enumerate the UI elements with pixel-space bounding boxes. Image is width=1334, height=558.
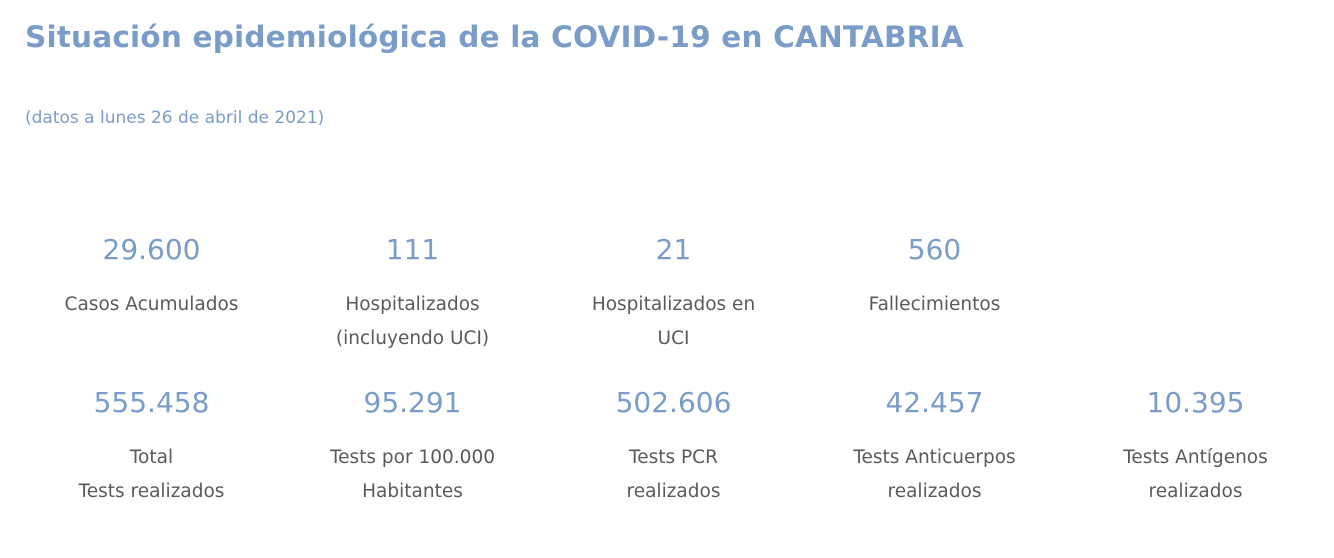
stat-label: Tests por 100.000 Habitantes bbox=[282, 441, 543, 509]
stat-value: 21 bbox=[655, 233, 692, 266]
stat-label-line: Casos Acumulados bbox=[64, 294, 239, 315]
stat-label-line: Tests realizados bbox=[78, 481, 225, 502]
stat-icu: 21 Hospitalizados en UCI bbox=[543, 230, 804, 356]
stat-label: Tests Antígenos realizados bbox=[1065, 441, 1326, 509]
stat-label-line: (incluyendo UCI) bbox=[335, 328, 490, 349]
stat-label: Hospitalizados (incluyendo UCI) bbox=[282, 288, 543, 356]
stat-label: Total Tests realizados bbox=[21, 441, 282, 509]
stat-label-line: realizados bbox=[626, 481, 721, 502]
stat-label-line: Hospitalizados en bbox=[591, 294, 756, 315]
stat-value: 502.606 bbox=[615, 386, 732, 419]
stat-accumulated-cases: 29.600 Casos Acumulados bbox=[21, 230, 282, 356]
stat-pcr-tests: 502.606 Tests PCR realizados bbox=[543, 383, 804, 509]
stat-value: 10.395 bbox=[1146, 386, 1245, 419]
stat-label-line: realizados bbox=[1148, 481, 1243, 502]
stat-label-line: Tests Antígenos bbox=[1123, 447, 1268, 468]
stat-label: Tests Anticuerpos realizados bbox=[804, 441, 1065, 509]
stat-value: 42.457 bbox=[885, 386, 984, 419]
page-title: Situación epidemiológica de la COVID-19 … bbox=[25, 20, 964, 54]
stat-antibody-tests: 42.457 Tests Anticuerpos realizados bbox=[804, 383, 1065, 509]
stat-value: 29.600 bbox=[102, 233, 201, 266]
stats-row-cases: 29.600 Casos Acumulados 111 Hospitalizad… bbox=[21, 230, 1065, 356]
stat-label-line: Tests Anticuerpos bbox=[853, 447, 1016, 468]
stats-row-tests: 555.458 Total Tests realizados 95.291 Tes… bbox=[21, 383, 1326, 509]
stat-value: 560 bbox=[907, 233, 962, 266]
stat-label-line: Tests por 100.000 bbox=[329, 447, 495, 468]
stat-hospitalized: 111 Hospitalizados (incluyendo UCI) bbox=[282, 230, 543, 356]
stat-label: Tests PCR realizados bbox=[543, 441, 804, 509]
stat-value: 95.291 bbox=[363, 386, 462, 419]
stat-total-tests: 555.458 Total Tests realizados bbox=[21, 383, 282, 509]
stat-label-line: Tests PCR bbox=[629, 447, 718, 468]
stat-value: 111 bbox=[385, 233, 440, 266]
stat-antigen-tests: 10.395 Tests Antígenos realizados bbox=[1065, 383, 1326, 509]
stat-label-line: Habitantes bbox=[362, 481, 463, 502]
stat-label: Fallecimientos bbox=[804, 288, 1065, 322]
stat-label-line: UCI bbox=[657, 328, 690, 349]
data-date-subtitle: (datos a lunes 26 de abril de 2021) bbox=[25, 108, 325, 128]
stat-deaths: 560 Fallecimientos bbox=[804, 230, 1065, 356]
stat-label-line: Fallecimientos bbox=[868, 294, 1001, 315]
stat-label: Hospitalizados en UCI bbox=[543, 288, 804, 356]
stat-label-line: realizados bbox=[887, 481, 982, 502]
stat-value: 555.458 bbox=[93, 386, 210, 419]
stat-label: Casos Acumulados bbox=[21, 288, 282, 322]
stat-tests-per-100k: 95.291 Tests por 100.000 Habitantes bbox=[282, 383, 543, 509]
stat-label-line: Hospitalizados bbox=[345, 294, 480, 315]
stat-label-line: Total bbox=[129, 447, 174, 468]
